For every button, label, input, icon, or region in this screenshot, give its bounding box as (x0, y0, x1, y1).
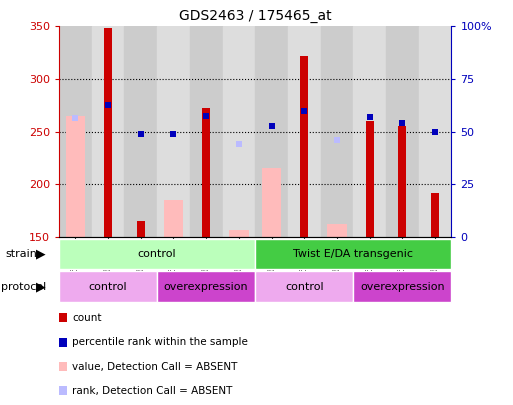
Bar (353, 26, 386, 237)
Text: ▶: ▶ (36, 280, 46, 293)
Bar (366, 121, 374, 237)
Bar (229, 230, 249, 237)
Bar (353, 271, 451, 302)
Bar (59, 239, 255, 269)
Bar (59, 271, 157, 302)
Bar (255, 271, 353, 302)
Text: rank, Detection Call = ABSENT: rank, Detection Call = ABSENT (72, 386, 232, 396)
Text: overexpression: overexpression (164, 281, 248, 292)
Bar (136, 221, 145, 237)
Bar (157, 271, 255, 302)
Bar (431, 193, 439, 237)
Text: protocol: protocol (1, 281, 46, 292)
Bar (255, 239, 451, 269)
Bar (327, 224, 347, 237)
Bar (419, 26, 451, 237)
Bar (92, 26, 124, 237)
Bar (262, 168, 281, 237)
Bar (157, 26, 190, 237)
Bar (59, 26, 92, 237)
Text: strain: strain (5, 249, 37, 259)
Title: GDS2463 / 175465_at: GDS2463 / 175465_at (179, 9, 331, 23)
Bar (104, 28, 112, 237)
Text: value, Detection Call = ABSENT: value, Detection Call = ABSENT (72, 362, 238, 371)
Text: Twist E/DA transgenic: Twist E/DA transgenic (293, 249, 413, 259)
Bar (164, 200, 183, 237)
Bar (202, 109, 210, 237)
Bar (288, 26, 321, 237)
Bar (190, 26, 223, 237)
Text: ▶: ▶ (36, 247, 46, 261)
Bar (66, 116, 85, 237)
Text: count: count (72, 313, 102, 323)
Text: control: control (285, 281, 324, 292)
Bar (398, 126, 406, 237)
Bar (124, 26, 157, 237)
Bar (321, 26, 353, 237)
Text: percentile rank within the sample: percentile rank within the sample (72, 337, 248, 347)
Bar (386, 26, 419, 237)
Text: control: control (89, 281, 127, 292)
Text: overexpression: overexpression (360, 281, 445, 292)
Bar (223, 26, 255, 237)
Text: control: control (138, 249, 176, 259)
Bar (300, 56, 308, 237)
Bar (255, 26, 288, 237)
